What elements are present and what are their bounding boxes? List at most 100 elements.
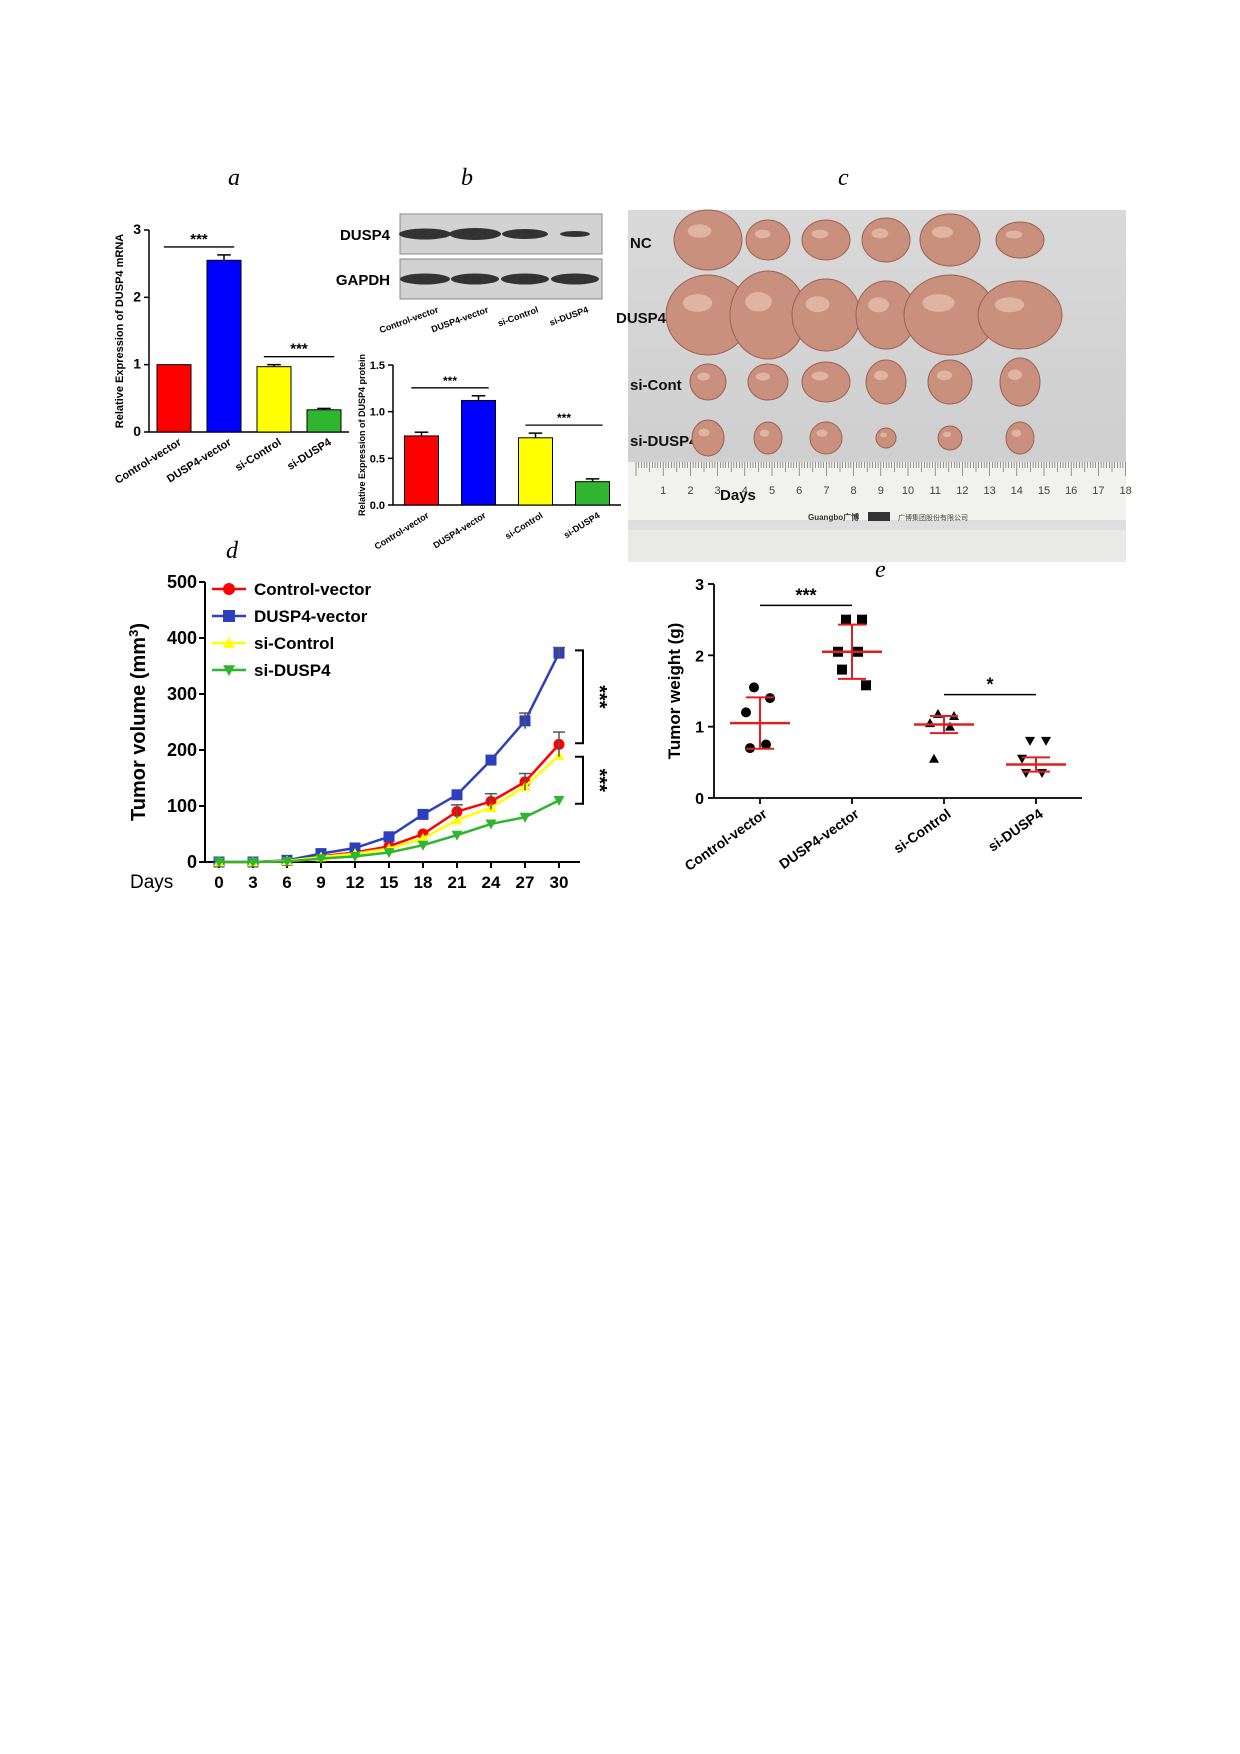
x-tick-label: 12 bbox=[346, 873, 365, 892]
tumor bbox=[753, 421, 783, 455]
tumor-highlight bbox=[936, 370, 953, 381]
data-point bbox=[417, 840, 429, 851]
tumor bbox=[927, 359, 973, 405]
data-point bbox=[383, 848, 395, 858]
tumor bbox=[791, 278, 861, 352]
blot-lane-label: DUSP4-vector bbox=[430, 304, 490, 334]
tumor-highlight bbox=[759, 429, 770, 437]
x-tick-label: 24 bbox=[482, 873, 501, 892]
significance-label: *** bbox=[795, 585, 816, 605]
bar bbox=[256, 366, 292, 433]
data-point bbox=[451, 814, 463, 825]
x-tick-label: 30 bbox=[550, 873, 569, 892]
tumor-highlight bbox=[1011, 429, 1022, 437]
ruler-number: 12 bbox=[956, 485, 968, 497]
data-point bbox=[451, 789, 463, 801]
bar bbox=[575, 481, 610, 506]
bar bbox=[156, 364, 192, 433]
x-tick-label: si-Control bbox=[233, 436, 283, 474]
ruler-label: Days bbox=[720, 487, 756, 504]
data-point bbox=[417, 808, 429, 820]
bar bbox=[461, 399, 496, 506]
tumor-photo: NC DUSP4 si-Cont si-DUSP4 1 2 3 4 5 6 7 8 9 10 11 12 13 1… bbox=[616, 209, 1132, 562]
tumor bbox=[875, 427, 897, 449]
y-tick-label: 100 bbox=[167, 796, 197, 816]
tumor-highlight bbox=[932, 226, 953, 238]
y-axis-label: Tumor volume (mm3) bbox=[126, 623, 151, 821]
data-point bbox=[519, 812, 531, 823]
x-tick-label: si-DUSP4 bbox=[285, 436, 334, 473]
tumor-highlight bbox=[994, 297, 1025, 313]
ruler-number: 9 bbox=[878, 485, 884, 497]
data-point bbox=[761, 739, 771, 750]
panel-letter-b: b bbox=[461, 165, 473, 191]
data-point bbox=[485, 754, 497, 766]
data-point bbox=[1041, 736, 1051, 746]
tumor-highlight bbox=[816, 429, 828, 437]
tumor bbox=[919, 213, 981, 267]
y-axis-label-main: Tumor volume (mm bbox=[128, 637, 150, 821]
data-point bbox=[349, 852, 361, 862]
data-point bbox=[749, 682, 759, 693]
tumor-highlight bbox=[811, 371, 829, 381]
ruler bbox=[628, 462, 1126, 520]
data-point bbox=[1037, 769, 1047, 779]
y-tick-label: 1 bbox=[133, 356, 141, 372]
x-tick-label: DUSP4-vector bbox=[431, 510, 488, 551]
y-tick-label: 2 bbox=[133, 288, 141, 304]
tumor-highlight bbox=[754, 229, 771, 239]
ruler-number: 11 bbox=[929, 485, 940, 497]
tumor-highlight bbox=[687, 224, 712, 238]
tumor-volume-line-chart: 0 100 200 300 400 500 0 3 6 9 12 15 18 21 24 27 30 Days Tu… bbox=[126, 572, 611, 893]
significance-label: * bbox=[986, 675, 993, 695]
blot-row-label: DUSP4 bbox=[340, 227, 391, 244]
tumor bbox=[937, 425, 963, 451]
tumor-highlight bbox=[745, 292, 772, 312]
panel-letter-c: c bbox=[838, 165, 849, 191]
blot-band bbox=[400, 273, 450, 285]
blot-band bbox=[501, 273, 549, 285]
tumor-highlight bbox=[1005, 230, 1023, 239]
data-point bbox=[837, 664, 847, 675]
y-axis-label-sup: 3 bbox=[126, 630, 141, 637]
tumor-highlight bbox=[868, 297, 889, 313]
bar bbox=[206, 259, 242, 433]
significance-bracket bbox=[575, 755, 584, 805]
photo-row-label: NC bbox=[630, 235, 652, 252]
x-tick-label: Control-vector bbox=[682, 805, 771, 874]
y-tick-label: 200 bbox=[167, 740, 197, 760]
blot-band bbox=[451, 273, 499, 285]
tumor bbox=[691, 419, 725, 457]
data-point bbox=[247, 857, 259, 868]
tumor bbox=[689, 363, 727, 401]
y-tick-label: 400 bbox=[167, 628, 197, 648]
y-tick-label: 3 bbox=[695, 577, 704, 594]
y-axis-label: Relative Expression of DUSP4 mRNA bbox=[114, 234, 126, 428]
ruler-number: 5 bbox=[769, 485, 775, 497]
x-tick-label: 15 bbox=[380, 873, 399, 892]
data-point bbox=[223, 610, 235, 622]
ruler-brand: Guangbo广博 bbox=[808, 512, 859, 522]
tumor bbox=[747, 363, 789, 401]
data-point bbox=[383, 831, 395, 843]
x-tick-label: si-DUSP4 bbox=[562, 510, 602, 540]
y-tick-label: 1.5 bbox=[370, 360, 385, 372]
tumor bbox=[673, 209, 743, 271]
data-point bbox=[281, 857, 293, 867]
x-tick-label: 21 bbox=[448, 873, 467, 892]
y-tick-label: 1.0 bbox=[370, 407, 385, 419]
y-tick-label: 500 bbox=[167, 572, 197, 592]
data-point bbox=[349, 842, 361, 854]
tumor-highlight bbox=[922, 294, 955, 312]
blot-lane-label: si-Control bbox=[496, 304, 539, 328]
tumor bbox=[801, 361, 851, 403]
data-point bbox=[223, 665, 235, 676]
photo-row-label: DUSP4 bbox=[616, 310, 667, 327]
photo-row-label: si-Cont bbox=[630, 377, 682, 394]
data-point bbox=[417, 832, 429, 843]
significance-bracket bbox=[575, 649, 584, 745]
tumor-highlight bbox=[805, 296, 830, 313]
legend-label: Control-vector bbox=[254, 580, 372, 599]
legend-label: si-Control bbox=[254, 634, 334, 653]
ruler-brand-box bbox=[868, 512, 890, 521]
